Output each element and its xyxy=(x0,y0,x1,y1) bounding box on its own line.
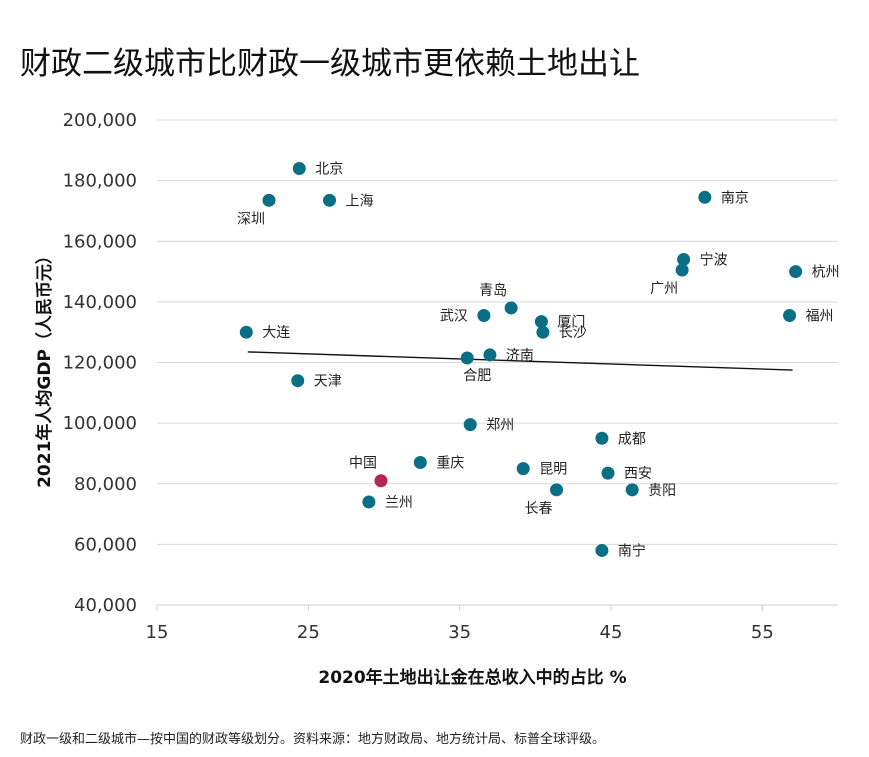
point-label: 深圳 xyxy=(237,211,265,227)
data-point xyxy=(516,462,530,476)
point-label: 上海 xyxy=(346,193,374,209)
trendline-group xyxy=(247,351,793,371)
y-tick-label: 180,000 xyxy=(63,171,137,192)
x-tick-labels: 15 25 35 45 55 xyxy=(146,605,774,643)
y-axis-label: 2021年人均GDP（人民币元） xyxy=(34,247,55,488)
point-label: 成都 xyxy=(618,431,646,447)
y-tick-label: 160,000 xyxy=(63,231,137,252)
data-point xyxy=(625,483,639,497)
point-label: 青岛 xyxy=(479,283,507,299)
y-tick-labels: 40,000 60,000 80,000 100,000 120,000 140,000 1… xyxy=(63,110,137,616)
data-point xyxy=(698,190,712,204)
point-label: 厦门 xyxy=(557,315,585,331)
data-point xyxy=(291,374,305,388)
data-point xyxy=(783,309,797,323)
point-label: 武汉 xyxy=(440,309,468,325)
data-point xyxy=(262,193,276,207)
x-tick-label: 25 xyxy=(297,622,320,643)
data-point xyxy=(536,325,550,339)
data-point xyxy=(595,431,609,445)
point-label: 南宁 xyxy=(618,542,646,559)
data-point xyxy=(789,265,803,279)
data-point xyxy=(292,162,306,175)
x-tick-label: 55 xyxy=(751,622,774,643)
data-point xyxy=(460,351,474,365)
point-label: 福州 xyxy=(806,309,834,325)
x-axis-label: 2020年土地出让金在总收入中的占比 % xyxy=(318,667,626,688)
y-tick-label: 80,000 xyxy=(74,474,137,495)
point-label: 大连 xyxy=(262,325,290,341)
y-tick-label: 120,000 xyxy=(63,353,137,374)
point-label: 兰州 xyxy=(385,495,413,511)
x-tick-label: 35 xyxy=(448,622,471,643)
data-point xyxy=(323,193,337,207)
y-tick-label: 100,000 xyxy=(63,413,137,434)
data-point xyxy=(483,348,497,362)
point-label: 北京 xyxy=(315,162,343,178)
point-label: 广州 xyxy=(650,281,678,297)
data-point xyxy=(362,495,376,509)
data-point xyxy=(413,456,427,470)
trendline xyxy=(247,351,793,371)
point-label: 西安 xyxy=(624,466,652,482)
y-tick-label: 200,000 xyxy=(63,110,137,131)
y-tick-label: 140,000 xyxy=(63,292,137,313)
point-label: 济南 xyxy=(506,348,534,364)
data-point xyxy=(463,418,477,432)
data-point xyxy=(504,301,518,315)
data-point xyxy=(601,466,615,480)
data-point xyxy=(595,543,609,557)
point-label: 杭州 xyxy=(812,265,840,281)
x-tick-label: 45 xyxy=(600,622,623,643)
point-label: 合肥 xyxy=(463,368,491,384)
point-label: 南京 xyxy=(721,190,749,206)
data-point xyxy=(677,252,691,266)
data-point xyxy=(550,483,564,497)
chart-title: 财政二级城市比财政一级城市更依赖土地出让 xyxy=(20,46,640,82)
source-footnote: 财政一级和二级城市—按中国的财政等级划分。资料来源：地方财政局、地方统计局、标普… xyxy=(20,732,606,747)
point-label: 郑州 xyxy=(486,418,514,434)
y-tick-label: 40,000 xyxy=(74,595,137,616)
data-point xyxy=(239,325,253,339)
data-point xyxy=(374,474,388,488)
data-point xyxy=(477,309,491,323)
x-tick-label: 15 xyxy=(146,622,169,643)
point-label: 长春 xyxy=(525,501,553,517)
point-label: 重庆 xyxy=(436,456,464,472)
data-point xyxy=(534,315,548,329)
point-label: 中国 xyxy=(349,456,377,472)
point-label: 宁波 xyxy=(700,251,728,268)
y-tick-label: 60,000 xyxy=(74,534,137,555)
point-label: 长沙 xyxy=(559,325,587,341)
point-label: 贵阳 xyxy=(648,483,676,499)
data-point xyxy=(675,263,689,277)
point-label: 昆明 xyxy=(539,462,567,478)
point-label: 天津 xyxy=(314,374,342,390)
